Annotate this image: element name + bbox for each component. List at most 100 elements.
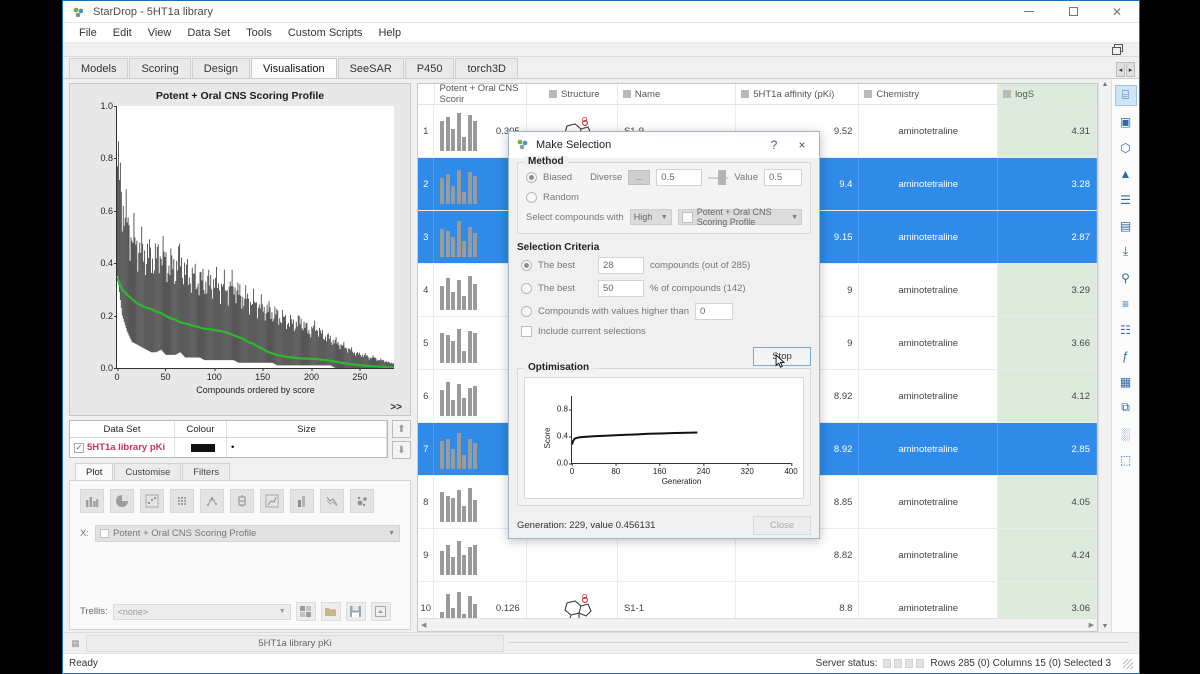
value-input[interactable]: 0.5 <box>764 169 802 186</box>
selection-icon[interactable]: ⬚ <box>1119 452 1132 467</box>
menu-help[interactable]: Help <box>378 26 402 39</box>
table-hscrollbar[interactable]: ◀ ▶ <box>418 618 1097 631</box>
best-pct-radio[interactable] <box>521 283 532 294</box>
stop-button[interactable]: Stop <box>753 347 811 366</box>
diverse-ellipsis-button[interactable]: ... <box>628 170 651 185</box>
tab-filters[interactable]: Filters <box>182 463 231 480</box>
highlight-icon[interactable]: ░ <box>1121 426 1130 441</box>
network-plot-icon[interactable] <box>200 489 224 513</box>
filter-icon[interactable]: ☷ <box>1120 322 1131 337</box>
menu-custom-scripts[interactable]: Custom Scripts <box>287 26 363 39</box>
tab-torch3d[interactable]: torch3D <box>455 58 519 78</box>
import-data-icon[interactable]: ⤓ <box>1122 244 1129 258</box>
best-n-input[interactable]: 28 <box>598 257 644 274</box>
trellis-combo[interactable]: <none> ▼ <box>112 603 291 620</box>
scroll-right-icon[interactable]: ▶ <box>1088 622 1094 629</box>
best-pct-input[interactable]: 50 <box>598 280 644 297</box>
menu-tools[interactable]: Tools <box>246 26 272 39</box>
box-plot-icon[interactable] <box>230 489 254 513</box>
histogram-icon[interactable] <box>290 489 314 513</box>
arrow-down-icon[interactable]: ⬇ <box>392 441 411 459</box>
menu-file[interactable]: File <box>79 26 97 39</box>
restore-ribbon-icon[interactable] <box>1112 44 1123 55</box>
tab-models[interactable]: Models <box>69 58 129 78</box>
radar-plot-icon[interactable] <box>320 489 344 513</box>
table-row[interactable]: 10 0.126 N O S1-1 8.8 aminotetraline 3.0… <box>418 582 1097 618</box>
tab-seesar[interactable]: SeeSAR <box>337 58 404 78</box>
header-score[interactable]: Potent + Oral CNS Scorir <box>435 83 527 105</box>
close-button[interactable]: Close <box>753 515 811 535</box>
menu-data-set[interactable]: Data Set <box>187 26 231 39</box>
property-checkbox[interactable] <box>681 211 693 223</box>
save-icon[interactable] <box>345 602 366 621</box>
tab-scroll-right-icon[interactable]: ▸ <box>1126 62 1135 77</box>
scroll-down-icon[interactable]: ▼ <box>1101 623 1109 630</box>
dataset-tab[interactable]: 5HT1a library pKi <box>86 634 504 652</box>
chart-expand-button[interactable]: >> <box>390 402 402 413</box>
tab-scroll-left-icon[interactable]: ◂ <box>1116 62 1125 77</box>
table-vscrollbar[interactable]: ▲ ▼ <box>1098 79 1111 632</box>
sort-icon[interactable]: ≡ <box>1121 296 1129 311</box>
spreadsheet-icon[interactable]: ☰ <box>1120 192 1131 207</box>
scroll-up-icon[interactable]: ▲ <box>1101 81 1109 88</box>
bubble-plot-icon[interactable] <box>350 489 374 513</box>
menu-view[interactable]: View <box>147 26 172 39</box>
dataset-colour-swatch[interactable] <box>190 443 215 452</box>
line-plot-icon[interactable] <box>260 489 284 513</box>
help-icon[interactable]: ? <box>770 138 778 152</box>
scroll-left-icon[interactable]: ◀ <box>421 622 427 629</box>
dataset-visible-checkbox[interactable]: ✓ <box>74 442 84 453</box>
open-folder-icon[interactable] <box>320 602 341 621</box>
matrix-icon[interactable]: ▦ <box>1119 374 1132 389</box>
header-name[interactable]: Name <box>618 84 737 104</box>
biased-radio[interactable] <box>526 172 537 183</box>
high-low-combo[interactable]: High ▼ <box>629 209 672 225</box>
random-radio[interactable] <box>526 192 537 203</box>
slider-thumb[interactable] <box>717 170 726 185</box>
x-axis-checkbox[interactable] <box>99 529 109 538</box>
dataset-row[interactable]: ✓ 5HT1a library pKi • <box>70 438 387 457</box>
copy-icon[interactable]: ⧉ <box>1121 400 1130 414</box>
molecule-view-icon[interactable]: ⬡ <box>1120 140 1131 155</box>
diverse-value-input[interactable]: 0.5 <box>656 169 703 186</box>
header-structure[interactable]: Structure <box>527 84 618 104</box>
tab-visualisation[interactable]: Visualisation <box>251 58 337 78</box>
menu-edit[interactable]: Edit <box>112 26 132 39</box>
statistics-icon[interactable]: ▲ <box>1119 166 1132 181</box>
higher-than-input[interactable]: 0 <box>695 303 734 320</box>
higher-than-radio[interactable] <box>521 306 532 317</box>
table-view-icon[interactable]: ⌸ <box>1114 85 1137 106</box>
dot-matrix-icon[interactable] <box>170 489 194 513</box>
biased-diverse-slider[interactable] <box>708 170 729 185</box>
minimize-icon[interactable] <box>1007 1 1051 23</box>
bar-chart-icon[interactable] <box>80 489 104 513</box>
pie-chart-icon[interactable] <box>110 489 134 513</box>
header-affinity[interactable]: 5HT1a affinity (pKi) <box>736 84 860 104</box>
best-n-radio[interactable] <box>521 260 532 271</box>
tab-p450[interactable]: P450 <box>404 58 455 78</box>
tab-scoring[interactable]: Scoring <box>129 58 191 78</box>
tab-customise[interactable]: Customise <box>114 463 182 480</box>
maximize-icon[interactable] <box>1051 1 1095 23</box>
chart-x-axis-label: Compounds ordered by score <box>196 385 315 395</box>
x-axis-combo[interactable]: Potent + Oral CNS Scoring Profile ▼ <box>94 525 400 542</box>
table-row[interactable]: 4 9 aminotetraline 3.29 <box>418 264 1097 317</box>
tab-design[interactable]: Design <box>191 58 251 78</box>
property-combo[interactable]: Potent + Oral CNS Scoring Profile ▼ <box>677 207 802 227</box>
export-icon[interactable] <box>370 602 391 621</box>
table-row[interactable]: 9 8.82 aminotetraline 4.24 <box>418 529 1097 582</box>
card-view-icon[interactable]: ▤ <box>1119 218 1132 233</box>
close-icon[interactable]: ✕ <box>1111 4 1123 19</box>
function-icon[interactable]: ƒ <box>1122 348 1129 363</box>
header-logs[interactable]: logS <box>998 84 1098 104</box>
image-view-icon[interactable]: ▣ <box>1119 114 1132 129</box>
tab-plot[interactable]: Plot <box>75 463 114 480</box>
include-selections-checkbox[interactable] <box>521 326 532 337</box>
scatter-plot-icon[interactable] <box>140 489 164 513</box>
close-icon[interactable]: × <box>798 138 806 152</box>
resize-grip-icon[interactable] <box>1123 658 1133 669</box>
search-icon[interactable]: ⚲ <box>1121 270 1130 285</box>
header-chemistry[interactable]: Chemistry <box>859 84 999 104</box>
grid-layout-icon[interactable] <box>295 602 316 621</box>
arrow-up-icon[interactable]: ⬆ <box>392 420 411 438</box>
